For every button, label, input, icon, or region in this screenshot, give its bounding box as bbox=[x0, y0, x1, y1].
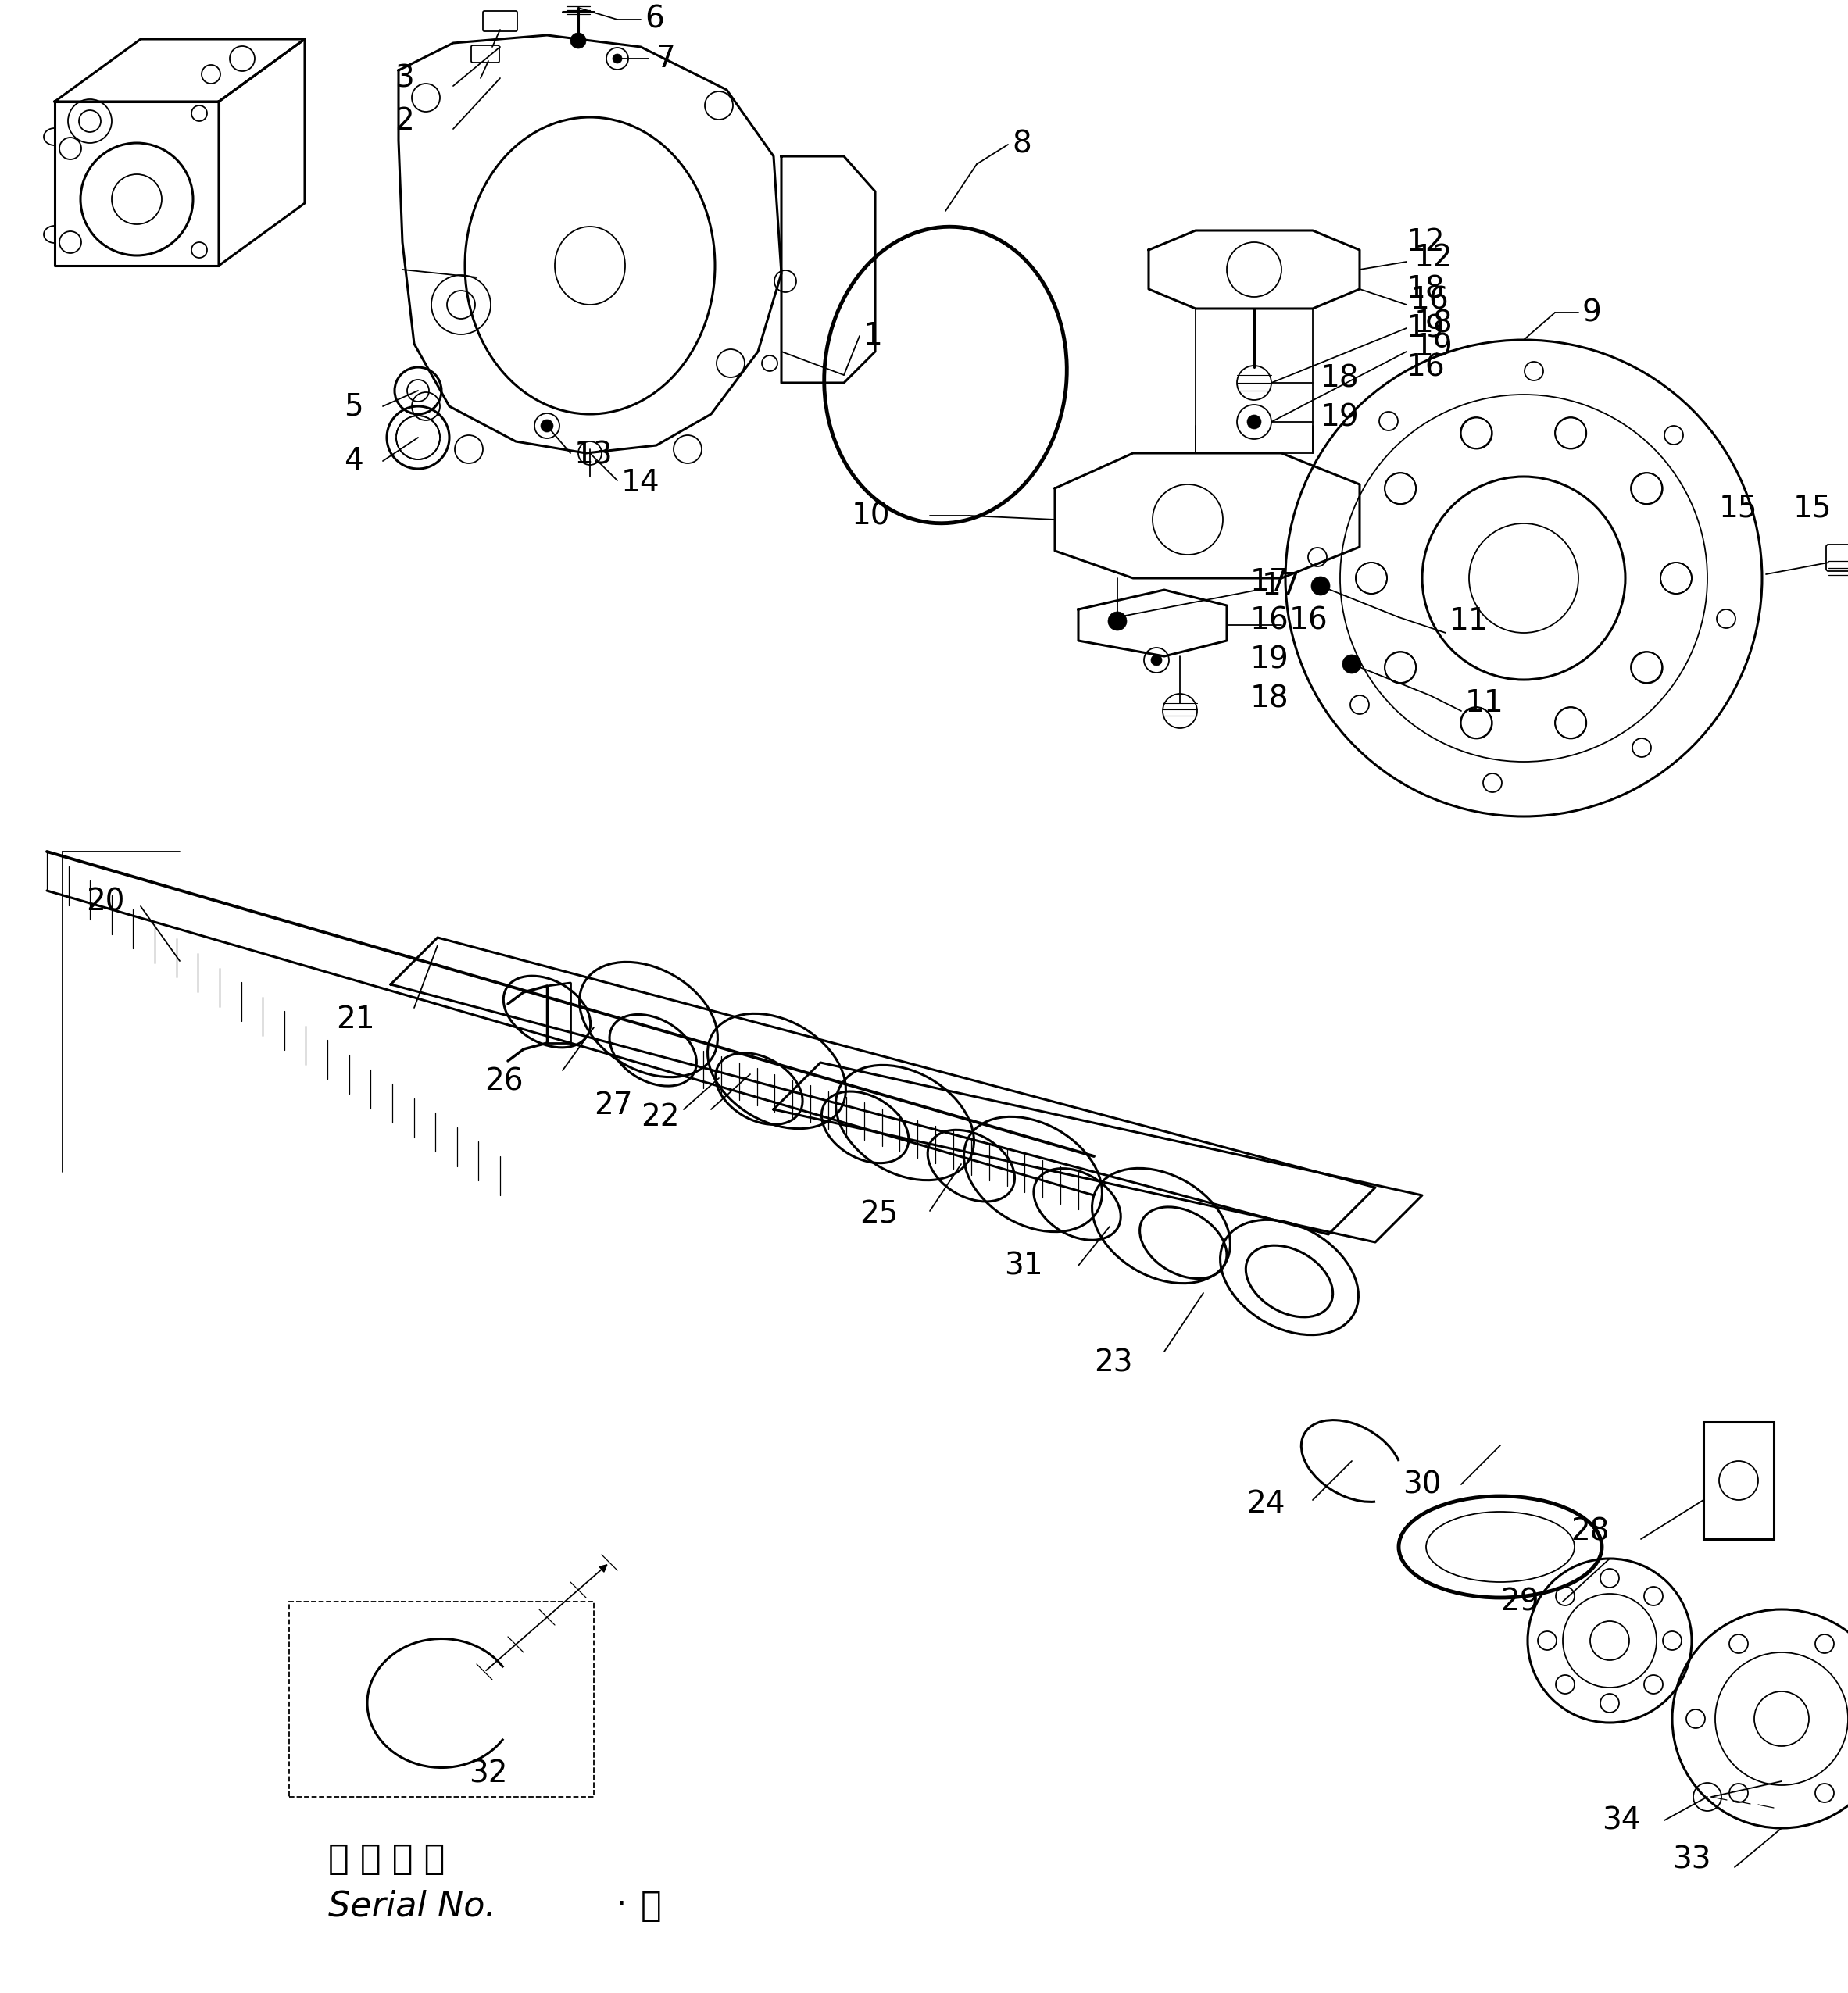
Text: 2: 2 bbox=[395, 106, 414, 136]
Text: 9: 9 bbox=[1582, 297, 1602, 327]
Text: 16: 16 bbox=[1410, 285, 1449, 315]
Text: 26: 26 bbox=[484, 1066, 523, 1096]
Circle shape bbox=[571, 32, 586, 48]
Text: 28: 28 bbox=[1571, 1517, 1610, 1547]
Text: 3: 3 bbox=[395, 64, 414, 94]
Text: ·: · bbox=[593, 1889, 626, 1923]
Text: 16: 16 bbox=[1290, 606, 1329, 636]
Text: 11: 11 bbox=[1449, 606, 1488, 636]
Text: 12: 12 bbox=[1414, 243, 1453, 273]
Text: 14: 14 bbox=[621, 468, 660, 498]
Text: 18: 18 bbox=[1251, 684, 1290, 713]
Text: Serial No.: Serial No. bbox=[329, 1889, 495, 1923]
Text: 30: 30 bbox=[1403, 1469, 1441, 1499]
Text: 17: 17 bbox=[1251, 568, 1290, 596]
Text: 22: 22 bbox=[641, 1102, 680, 1132]
Text: 31: 31 bbox=[1003, 1252, 1042, 1280]
Text: 12: 12 bbox=[1406, 227, 1445, 257]
Text: 24: 24 bbox=[1246, 1489, 1284, 1519]
Circle shape bbox=[1247, 415, 1260, 428]
Text: 8: 8 bbox=[1013, 130, 1031, 159]
Circle shape bbox=[1312, 576, 1331, 596]
Circle shape bbox=[541, 421, 553, 432]
Text: 19: 19 bbox=[1406, 313, 1445, 343]
Text: 19: 19 bbox=[1414, 333, 1453, 363]
Text: 21: 21 bbox=[336, 1004, 375, 1034]
Text: 29: 29 bbox=[1501, 1586, 1539, 1616]
Text: 1: 1 bbox=[863, 321, 883, 351]
Text: 33: 33 bbox=[1672, 1846, 1711, 1873]
FancyBboxPatch shape bbox=[1826, 544, 1848, 572]
Text: 20: 20 bbox=[87, 887, 124, 917]
Text: 34: 34 bbox=[1602, 1806, 1641, 1836]
Text: 15: 15 bbox=[1793, 492, 1831, 522]
Text: 13: 13 bbox=[575, 440, 614, 470]
Circle shape bbox=[1151, 654, 1162, 666]
FancyBboxPatch shape bbox=[471, 46, 499, 62]
Text: 10: 10 bbox=[852, 500, 891, 530]
Text: 23: 23 bbox=[1094, 1349, 1133, 1377]
Text: 7: 7 bbox=[656, 44, 676, 74]
Text: 27: 27 bbox=[593, 1090, 632, 1120]
Text: 5: 5 bbox=[344, 391, 362, 421]
Text: 18: 18 bbox=[1321, 365, 1360, 395]
Text: ～: ～ bbox=[641, 1889, 662, 1923]
Text: 16: 16 bbox=[1406, 353, 1445, 383]
FancyBboxPatch shape bbox=[482, 10, 517, 32]
Text: 15: 15 bbox=[1719, 492, 1757, 522]
Text: 17: 17 bbox=[1262, 572, 1301, 600]
Circle shape bbox=[1342, 654, 1362, 674]
Text: 19: 19 bbox=[1251, 646, 1290, 676]
Text: 32: 32 bbox=[469, 1758, 508, 1788]
Text: 19: 19 bbox=[1321, 403, 1360, 432]
Text: 11: 11 bbox=[1465, 688, 1504, 717]
Circle shape bbox=[1109, 612, 1127, 630]
Text: 25: 25 bbox=[859, 1200, 898, 1230]
Circle shape bbox=[614, 54, 623, 64]
Text: 18: 18 bbox=[1414, 309, 1453, 339]
Text: 適 用 号 機: 適 用 号 機 bbox=[329, 1844, 445, 1875]
Text: 6: 6 bbox=[645, 4, 663, 34]
Text: 16: 16 bbox=[1251, 606, 1290, 636]
Text: 4: 4 bbox=[344, 446, 364, 476]
Bar bbox=[288, 1602, 593, 1798]
Text: 18: 18 bbox=[1406, 275, 1445, 303]
Bar bbox=[1704, 1421, 1774, 1539]
